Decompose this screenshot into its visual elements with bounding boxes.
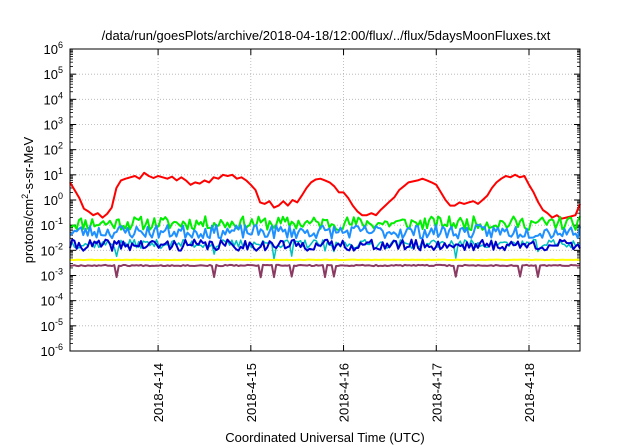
series-line-6 [69,258,581,262]
y-tick-label: 101 [44,166,63,183]
x-tick-labels: 2018-4-14 2018-4-15 2018-4-16 2018-4-17 2018… [151,363,537,422]
y-tick-label: 104 [44,90,63,107]
x-tick-label: 2018-4-15 [244,363,259,422]
y-tick-label: 10-6 [41,342,63,359]
x-tick-label: 2018-4-16 [337,363,352,422]
y-axis-label: protons/cm2-s-sr-MeV [20,136,36,263]
x-tick-label: 2018-4-17 [429,363,444,422]
series-line-1 [69,171,581,220]
y-tick-label: 10-1 [41,216,63,233]
y-tick-label: 102 [44,141,63,158]
chart-title: /data/run/goesPlots/archive/2018-04-18/1… [102,28,551,43]
plot-frame [69,48,581,352]
y-tick-label: 105 [44,65,63,82]
series-lines [69,171,581,279]
y-tick-label: 106 [44,40,63,57]
x-tick-label: 2018-4-14 [151,363,166,422]
series-line-3 [69,223,581,240]
y-tick-label: 10-5 [41,317,63,334]
x-tick-label: 2018-4-18 [522,363,537,422]
grid-lines [70,48,580,352]
y-tick-label: 10-4 [41,292,63,309]
y-tick-label: 103 [44,116,63,133]
series-line-7 [69,263,581,279]
x-axis-label: Coordinated Universal Time (UTC) [225,430,424,445]
series-line-5 [69,238,581,252]
y-tick-labels: 10-6 10-5 10-4 10-3 10-2 10-1 100 101 102 103 104 1… [41,40,63,359]
y-tick-label: 10-3 [41,267,63,284]
y-tick-label: 100 [44,191,63,208]
series-line-2 [69,215,581,232]
y-tick-label: 10-2 [41,241,63,258]
